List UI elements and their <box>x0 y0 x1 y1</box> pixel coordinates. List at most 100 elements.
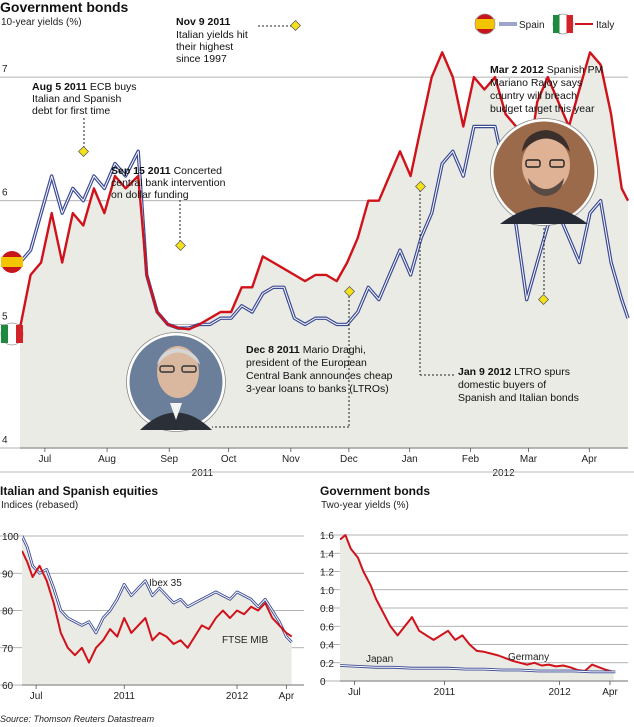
x-tick-label: Aug <box>98 454 116 465</box>
svg-text:budget target this year: budget target this year <box>490 103 595 115</box>
year-label: 2011 <box>192 468 214 479</box>
x-tick-label: Jan <box>402 454 418 465</box>
x-tick-label: Dec <box>340 454 358 465</box>
y-tick-label: 7 <box>2 64 8 75</box>
italy-flag-icon <box>552 13 574 35</box>
y-tick-label: 1.6 <box>320 531 334 542</box>
y-tick-label: 60 <box>2 681 14 692</box>
x-tick-label: Jul <box>348 687 361 698</box>
y-tick-label: 0 <box>320 677 326 688</box>
main-chart-title: Government bonds <box>0 0 129 15</box>
svg-text:since 1997: since 1997 <box>176 53 227 65</box>
y-tick-label: 1.0 <box>320 586 334 597</box>
y-tick-label: 0.8 <box>320 604 334 615</box>
series-line-ibex-35-inner <box>22 535 293 643</box>
annotation-nov9: Nov 9 2011 Italian yields hit their high… <box>176 16 248 65</box>
equities-fill <box>22 536 292 685</box>
germany-label: Germany <box>508 652 549 663</box>
x-tick-label: Jul <box>38 454 51 465</box>
equities-subtitle: Indices (rebased) <box>1 500 78 511</box>
year-label: 2012 <box>493 468 516 479</box>
japan-label: Japan <box>366 654 393 665</box>
spain-flag-icon <box>474 13 496 35</box>
svg-text:Italian yields hit: Italian yields hit <box>176 29 248 41</box>
x-tick-label: Mar <box>520 454 538 465</box>
svg-text:Central Bank announces cheap: Central Bank announces cheap <box>246 370 393 382</box>
x-tick-label: Nov <box>282 454 300 465</box>
x-tick-label: 2012 <box>548 687 571 698</box>
svg-text:Nov 9 2011: Nov 9 2011 <box>176 16 230 28</box>
x-tick-label: 2012 <box>226 691 249 702</box>
main-chart: Government bonds 10-year yields (%) 4 5 6 7… <box>0 0 630 479</box>
legend-spain-label: Spain <box>519 20 545 31</box>
annotation-aug5-date: Aug 5 2011 <box>32 81 87 93</box>
annotation-markers <box>78 20 549 305</box>
main-yticks: 4 5 6 7 <box>2 64 8 446</box>
svg-text:Spanish and Italian bonds: Spanish and Italian bonds <box>458 392 579 404</box>
source-note: Source: Thomson Reuters Datastream <box>0 714 155 724</box>
main-legend: Spain Italy <box>474 13 614 35</box>
y-tick-label: 5 <box>2 311 8 322</box>
svg-text:debt for first time: debt for first time <box>32 105 110 117</box>
y-tick-label: 1.4 <box>320 549 334 560</box>
two-year-chart: Government bonds Two-year yields (%) 0 0.… <box>320 484 628 698</box>
series-area <box>340 535 614 681</box>
svg-text:on dollar funding: on dollar funding <box>111 189 189 201</box>
series-area <box>22 536 292 685</box>
ibex-label: Ibex 35 <box>149 578 182 589</box>
ftse-label: FTSE MIB <box>222 635 268 646</box>
equities-yticks: 60 70 80 90 100 <box>2 532 19 692</box>
x-tick-label: Apr <box>279 691 295 702</box>
svg-text:their highest: their highest <box>176 41 233 53</box>
y-tick-label: 0.4 <box>320 641 334 652</box>
y-tick-label: 70 <box>2 644 14 655</box>
svg-text:central bank intervention: central bank intervention <box>111 177 226 189</box>
y-tick-label: 100 <box>2 532 19 543</box>
equities-chart: Italian and Spanish equities Indices (re… <box>0 484 304 702</box>
x-tick-label: Sep <box>160 454 178 465</box>
y-tick-label: 1.2 <box>320 568 334 579</box>
equities-xticks: Jul 2011 2012 Apr <box>22 684 304 702</box>
x-tick-label: 2011 <box>113 691 135 702</box>
svg-text:president of the European: president of the European <box>246 357 367 369</box>
two-year-title: Government bonds <box>320 484 430 498</box>
series-line-japan-inner <box>340 665 616 673</box>
italy-axis-flag-icon <box>0 322 24 346</box>
svg-text:Mariano Rajoy says: Mariano Rajoy says <box>490 77 582 89</box>
series-line-germany <box>340 534 614 673</box>
two-year-xticks: Jul 2011 2012 Apr <box>340 680 628 698</box>
rajoy-portrait-icon <box>490 118 598 226</box>
annotation-dec8: Dec 8 2011 Mario Draghi, president of the… <box>246 344 393 395</box>
svg-text:Italian and Spanish: Italian and Spanish <box>32 93 121 105</box>
x-tick-label: Jul <box>30 691 43 702</box>
spain-axis-flag-icon <box>1 251 23 273</box>
svg-text:country will breach: country will breach <box>490 90 577 102</box>
legend-italy-label: Italy <box>596 20 614 31</box>
two-year-yticks: 0 0.2 0.4 0.6 0.8 1.0 1.2 1.4 1.6 <box>320 531 334 688</box>
main-xticks: Jul Aug Sep Oct Nov Dec Jan Feb Mar Apr 2011 2012 <box>20 447 628 479</box>
annotation-aug5: Aug 5 2011 ECB buys Italian and Spanish d… <box>32 81 137 117</box>
two-year-fill <box>340 535 614 681</box>
y-tick-label: 80 <box>2 607 14 618</box>
y-tick-label: 90 <box>2 569 14 580</box>
series-line-ftse-mib <box>22 550 293 664</box>
y-tick-label: 0.2 <box>320 659 334 670</box>
x-tick-label: Oct <box>221 454 237 465</box>
y-tick-label: 6 <box>2 188 8 199</box>
svg-text:domestic buyers of: domestic buyers of <box>458 379 546 391</box>
y-tick-label: 4 <box>2 435 8 446</box>
equities-lines <box>22 535 293 664</box>
y-tick-label: 0.6 <box>320 622 334 633</box>
draghi-portrait-icon <box>126 332 226 432</box>
annotation-mar2: Mar 2 2012 Spanish PM Mariano Rajoy says … <box>490 64 603 115</box>
equities-title: Italian and Spanish equities <box>0 484 158 498</box>
svg-text:3-year loans to banks (LTROs): 3-year loans to banks (LTROs) <box>246 383 389 395</box>
x-tick-label: Apr <box>602 687 618 698</box>
x-tick-label: 2011 <box>434 687 456 698</box>
